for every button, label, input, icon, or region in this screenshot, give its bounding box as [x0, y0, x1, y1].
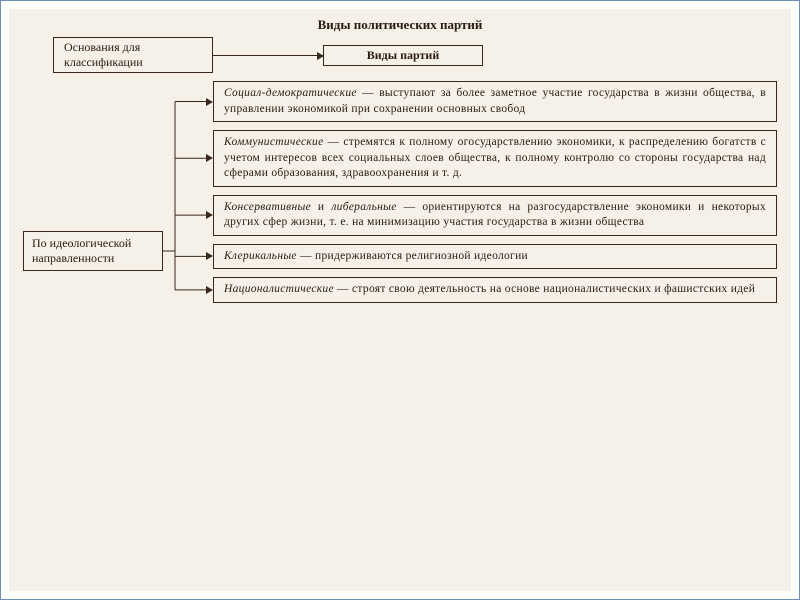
top-left-box: Основания для классификации — [53, 37, 213, 73]
diagram-root: Виды политических партий Основания для к… — [9, 9, 791, 591]
diagram-title: Виды политических партий — [23, 17, 777, 33]
connector-lines — [23, 81, 213, 597]
item-term: Клерикальные — [224, 250, 297, 262]
top-row: Основания для классификации Виды партий — [53, 37, 777, 73]
arrow-icon — [206, 154, 213, 162]
top-right-box: Виды партий — [323, 45, 483, 66]
item-desc: — строят свою деятельность на основе нац… — [334, 283, 755, 295]
category-box: По идеологической направленности — [23, 231, 163, 271]
arrow-icon — [206, 286, 213, 294]
right-column: Социал-демократические — выступают за бо… — [213, 81, 777, 597]
left-column: По идеологической направленности — [23, 81, 213, 597]
item-term-2: либеральные — [331, 201, 396, 213]
item-box-2: Консервативные и либеральные — ориентиру… — [213, 195, 777, 236]
item-term: Социал-демократические — [224, 87, 357, 99]
item-term: Коммунистические — [224, 136, 323, 148]
arrow-icon — [206, 211, 213, 219]
arrow-icon — [206, 252, 213, 260]
item-box-4: Националистические — строят свою деятель… — [213, 277, 777, 303]
item-term: Консервативные — [224, 201, 311, 213]
arrow-icon — [206, 98, 213, 106]
content-area: По идеологической направленности Социал-… — [23, 81, 777, 597]
item-box-0: Социал-демократические — выступают за бо… — [213, 81, 777, 122]
arrow-icon — [213, 55, 323, 56]
item-box-3: Клерикальные — придерживаются религиозно… — [213, 244, 777, 270]
item-mid: и — [311, 201, 331, 213]
item-term: Националистические — [224, 283, 334, 295]
item-desc: — придерживаются религиозной идеологии — [297, 250, 528, 262]
item-box-1: Коммунистические — стремятся к полному о… — [213, 130, 777, 187]
